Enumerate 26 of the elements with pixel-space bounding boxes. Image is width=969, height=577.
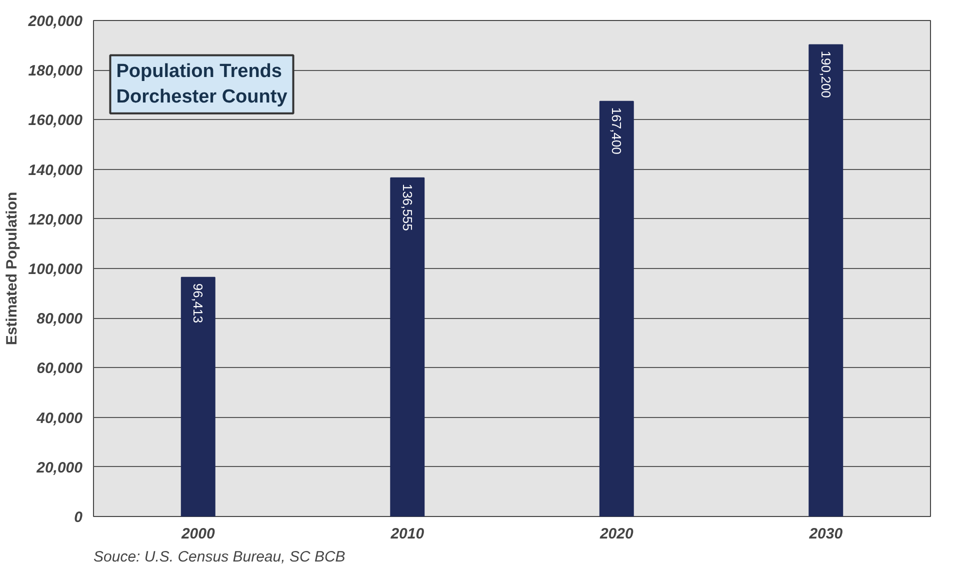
data-label: 96,413 xyxy=(190,283,206,324)
x-tick-label: 2020 xyxy=(598,526,634,542)
data-label: 190,200 xyxy=(818,50,834,98)
data-label: 136,555 xyxy=(400,184,415,231)
data-label: 167,400 xyxy=(609,107,624,154)
y-tick-label: 60,000 xyxy=(36,360,84,378)
text: Souce: U.S. Census Bureau, SC BCB xyxy=(94,548,346,566)
y-tick-label: 80,000 xyxy=(36,310,84,328)
y-tick-label: 100,000 xyxy=(28,261,84,278)
bar xyxy=(180,276,216,516)
x-tick-label: 2000 xyxy=(180,526,216,542)
y-tick-label: 180,000 xyxy=(28,62,84,80)
y-tick-label: 20,000 xyxy=(36,459,84,476)
y-tick-label: 40,000 xyxy=(36,410,84,427)
x-tick-label: 2030 xyxy=(808,526,844,542)
x-tick-label: 2010 xyxy=(390,526,425,542)
bar xyxy=(599,100,634,516)
bar xyxy=(808,44,844,516)
y-tick-label: 120,000 xyxy=(28,211,84,228)
y-tick-label: 160,000 xyxy=(28,112,84,130)
text: Population Trends Dorchester County xyxy=(116,61,288,108)
bar xyxy=(390,177,425,516)
y-tick-label: 140,000 xyxy=(28,162,84,179)
y-axis-title: Estimated Population xyxy=(3,192,20,346)
y-tick-label: 0 xyxy=(74,509,84,526)
y-tick-label: 200,000 xyxy=(27,13,84,30)
